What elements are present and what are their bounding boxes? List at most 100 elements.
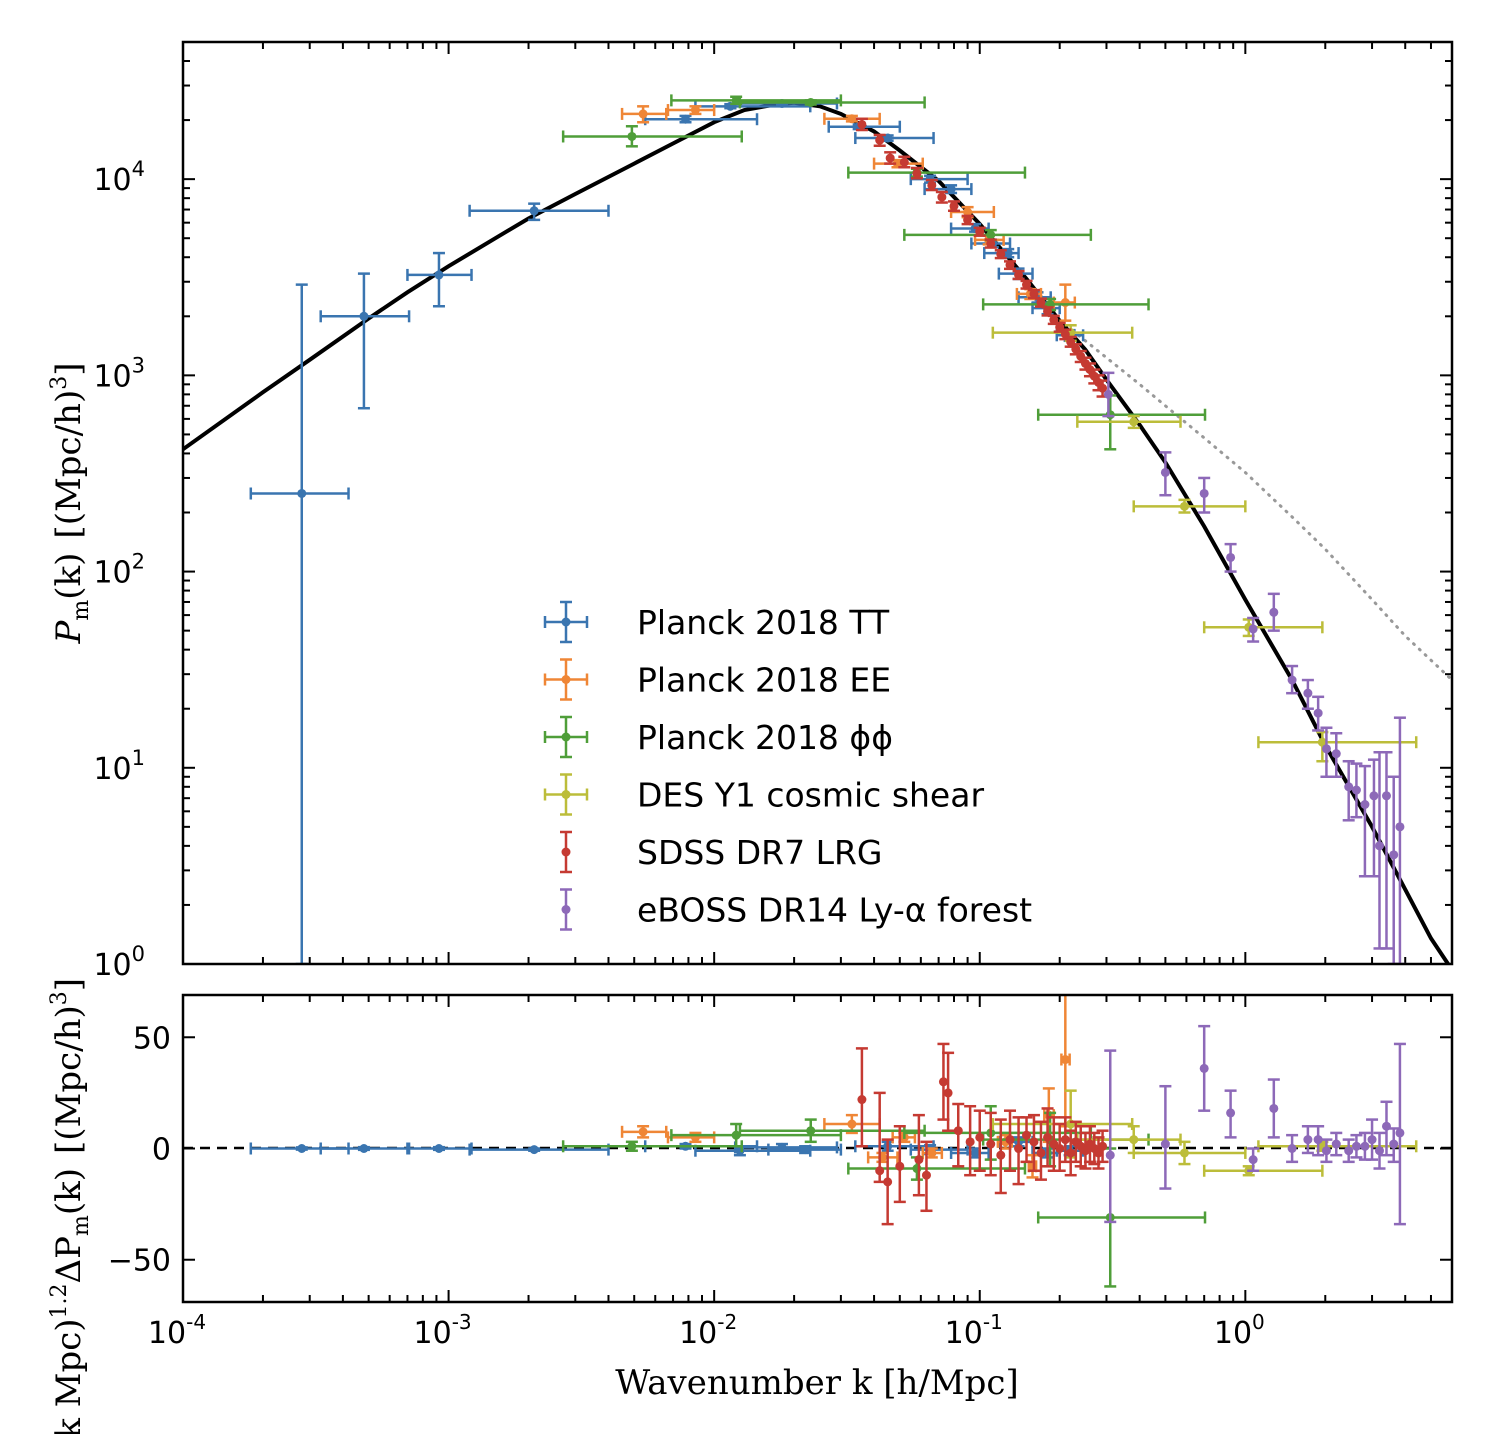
- data-point: [949, 201, 959, 211]
- legend-marker: [561, 905, 571, 914]
- data-point: [1287, 675, 1297, 685]
- data-point: [996, 1150, 1006, 1160]
- data-point: [1351, 1141, 1361, 1151]
- legend-label: Planck 2018 EE: [637, 661, 891, 700]
- legend-label: Planck 2018 ϕϕ: [637, 718, 893, 757]
- series-sdss-dr7-lrg: [855, 117, 1109, 398]
- data-point: [921, 1170, 931, 1180]
- legend-marker: [561, 675, 571, 684]
- x-tick-label: 10-4: [148, 1310, 206, 1351]
- data-point: [875, 135, 885, 145]
- data-point: [883, 1177, 893, 1187]
- data-point: [892, 159, 902, 169]
- data-point: [1374, 841, 1384, 851]
- top-y-tick-labels: 100 101 102 103 104: [93, 157, 145, 983]
- data-point: [1313, 708, 1323, 718]
- series-eboss-dr14-ly-forest: [1104, 1024, 1406, 1226]
- legend-label: Planck 2018 TT: [637, 603, 890, 642]
- data-point: [297, 488, 307, 498]
- bottom-y-tick-labels: 50 0 −50: [108, 1021, 171, 1278]
- data-point: [953, 1126, 963, 1136]
- data-point: [857, 1095, 867, 1105]
- data-point: [1098, 383, 1108, 393]
- data-point: [1029, 1137, 1039, 1147]
- data-point: [1179, 501, 1189, 511]
- data-point: [937, 192, 947, 202]
- legend-item-planck-2018-tt: Planck 2018 TT: [543, 600, 890, 644]
- y-tick-label: 104: [93, 157, 145, 198]
- x-tick-label: 10-3: [414, 1310, 472, 1351]
- legend-label: DES Y1 cosmic shear: [637, 776, 984, 815]
- data-point: [1060, 1135, 1070, 1145]
- y-tick-label: 103: [93, 353, 145, 394]
- x-tick-label: 10-1: [945, 1310, 1003, 1351]
- legend-label: eBOSS DR14 Ly-α forest: [637, 891, 1032, 930]
- data-point: [927, 1148, 937, 1158]
- data-point: [1303, 688, 1313, 698]
- data-point: [946, 184, 956, 194]
- series-sdss-dr7-lrg: [855, 1042, 1109, 1226]
- linear-theory-curve: [1058, 319, 1452, 682]
- data-point: [1103, 389, 1113, 399]
- data-point: [1105, 1150, 1115, 1160]
- y-tick-label: 50: [133, 1021, 171, 1056]
- x-tick-label: 100: [1214, 1310, 1265, 1351]
- series-eboss-dr14-ly-forest: [1102, 371, 1406, 964]
- top-y-axis-title: Pm(k)[(Mpc/h)3]: [47, 363, 94, 645]
- legend-marker: [561, 847, 571, 857]
- data-point: [1022, 280, 1032, 290]
- data-point: [1313, 1135, 1323, 1145]
- data-point: [1080, 1146, 1090, 1156]
- data-point: [1098, 1141, 1108, 1151]
- data-point: [1105, 410, 1115, 420]
- data-point: [895, 1161, 905, 1171]
- x-axis-title: Wavenumber k [h/Mpc]: [615, 1363, 1018, 1403]
- data-point: [434, 1144, 444, 1153]
- y-tick-label: 0: [152, 1133, 171, 1168]
- data-point: [1389, 1139, 1399, 1149]
- legend-item-des-y1-cosmic-shear: DES Y1 cosmic shear: [543, 773, 984, 816]
- data-point: [1381, 791, 1391, 801]
- data-point: [1129, 417, 1139, 427]
- data-point: [1269, 1103, 1279, 1113]
- data-point: [986, 230, 996, 240]
- data-point: [1287, 1144, 1297, 1153]
- data-point: [1060, 1055, 1070, 1065]
- data-point: [297, 1144, 307, 1153]
- data-point: [1395, 822, 1405, 832]
- data-point: [1331, 1139, 1341, 1149]
- data-point: [434, 270, 444, 280]
- bottom-y-axis-title: (k Mpc)1.2ΔPm(k)[(Mpc/h)3]: [47, 978, 94, 1434]
- series-planck-2018: [561, 1104, 1207, 1288]
- y-tick-label: 102: [93, 550, 145, 591]
- data-point: [1226, 552, 1236, 562]
- data-point: [986, 1139, 996, 1149]
- data-point: [638, 109, 648, 119]
- data-point: [875, 1166, 885, 1176]
- data-point: [627, 1141, 637, 1151]
- data-point: [1321, 1146, 1331, 1156]
- data-point: [1344, 1146, 1354, 1156]
- data-point: [963, 207, 973, 217]
- y-tick-label: 100: [93, 942, 145, 983]
- data-point: [847, 1119, 857, 1129]
- legend-marker: [561, 617, 571, 627]
- legend-item-planck-2018: Planck 2018 ϕϕ: [543, 715, 893, 759]
- data-point: [914, 1155, 924, 1165]
- legend-marker: [561, 790, 571, 799]
- data-point: [1005, 260, 1015, 270]
- top-panel-ticks: [182, 41, 1453, 965]
- x-tick-labels: 10-4 10-3 10-2 10-1 100: [148, 1310, 1265, 1351]
- data-point: [1374, 1146, 1384, 1156]
- data-point: [359, 311, 369, 321]
- data-point: [963, 215, 973, 225]
- data-point: [1395, 1128, 1405, 1138]
- data-point: [965, 1137, 975, 1147]
- data-point: [1389, 850, 1399, 860]
- data-point: [996, 249, 1006, 259]
- data-point: [1248, 1155, 1258, 1165]
- data-point: [1005, 1135, 1015, 1145]
- data-point: [731, 95, 741, 105]
- data-point: [1321, 744, 1331, 754]
